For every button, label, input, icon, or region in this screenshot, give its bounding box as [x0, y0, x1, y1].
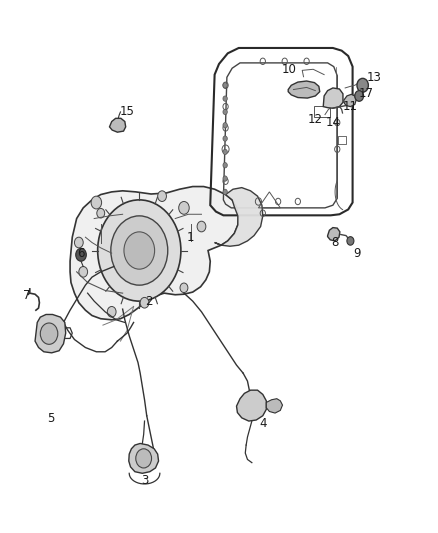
Circle shape	[136, 449, 152, 468]
Circle shape	[223, 96, 227, 101]
Text: 13: 13	[367, 71, 382, 84]
Circle shape	[223, 136, 227, 141]
Circle shape	[223, 109, 227, 115]
Text: 14: 14	[325, 116, 340, 129]
Circle shape	[40, 323, 58, 344]
Polygon shape	[266, 399, 283, 413]
Polygon shape	[344, 94, 356, 107]
Polygon shape	[237, 390, 266, 421]
Circle shape	[74, 237, 83, 248]
Circle shape	[158, 191, 166, 201]
Polygon shape	[215, 188, 263, 246]
Text: 9: 9	[353, 247, 361, 260]
Circle shape	[355, 91, 364, 101]
Text: 8: 8	[332, 236, 339, 249]
Circle shape	[223, 176, 227, 181]
Circle shape	[111, 216, 168, 285]
Text: 15: 15	[120, 106, 134, 118]
Circle shape	[76, 248, 86, 261]
Circle shape	[223, 163, 227, 168]
Circle shape	[124, 232, 155, 269]
Circle shape	[357, 78, 368, 92]
Circle shape	[97, 208, 105, 218]
Text: 6: 6	[77, 247, 85, 260]
Circle shape	[179, 201, 189, 214]
Circle shape	[223, 83, 227, 88]
Circle shape	[79, 266, 88, 277]
Text: 2: 2	[145, 295, 153, 308]
Text: 12: 12	[308, 114, 323, 126]
Text: 1: 1	[187, 231, 194, 244]
Circle shape	[180, 283, 188, 293]
Text: 5: 5	[47, 412, 54, 425]
Text: 7: 7	[22, 289, 30, 302]
Text: 4: 4	[259, 417, 267, 430]
Text: 3: 3	[141, 474, 148, 487]
Circle shape	[347, 237, 354, 245]
Polygon shape	[35, 314, 66, 353]
Circle shape	[223, 149, 227, 155]
Circle shape	[107, 306, 116, 317]
Circle shape	[91, 196, 102, 209]
Polygon shape	[70, 187, 239, 320]
Circle shape	[98, 200, 181, 301]
Circle shape	[140, 297, 149, 308]
Circle shape	[223, 123, 227, 128]
Text: 11: 11	[343, 100, 358, 113]
Text: 10: 10	[282, 63, 297, 76]
Polygon shape	[129, 443, 159, 473]
Polygon shape	[323, 88, 343, 108]
Text: 17: 17	[358, 87, 373, 100]
Polygon shape	[110, 118, 126, 132]
Circle shape	[223, 189, 227, 195]
Polygon shape	[288, 81, 320, 98]
Circle shape	[197, 221, 206, 232]
Polygon shape	[328, 228, 340, 241]
